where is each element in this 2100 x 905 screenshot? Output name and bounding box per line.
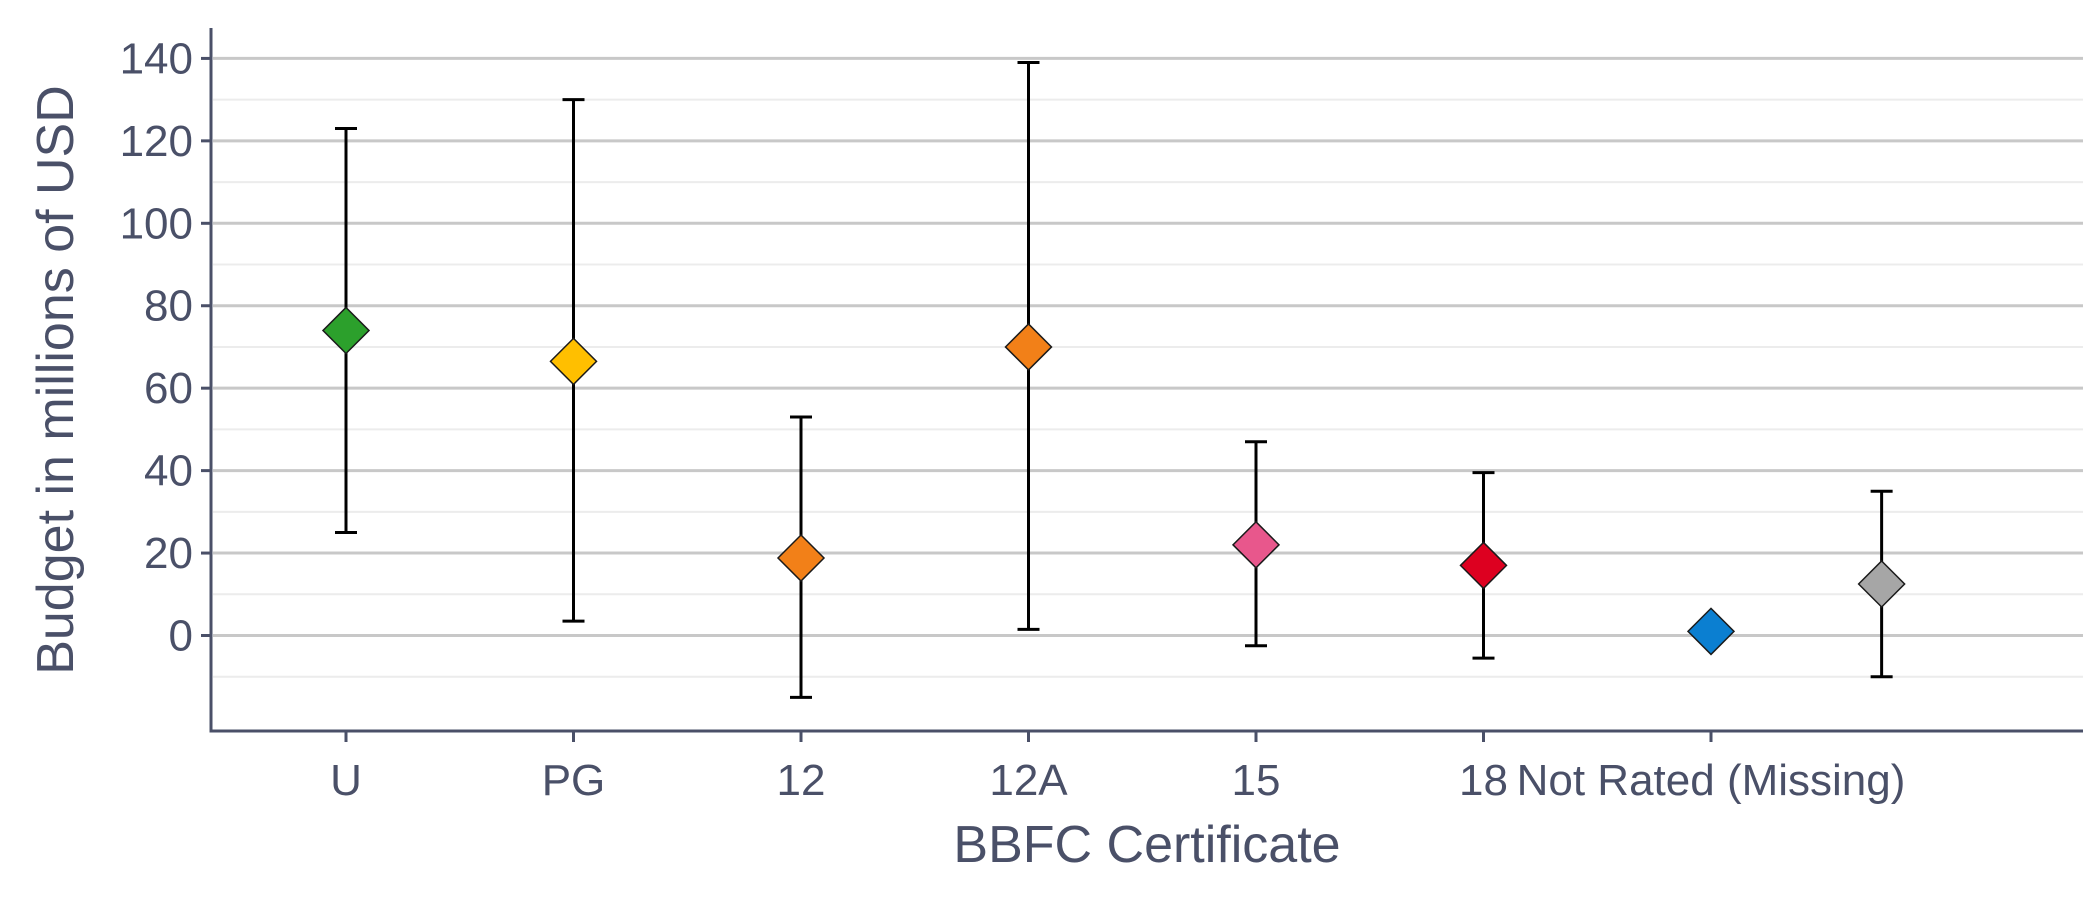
- minor-gridlines: [213, 98, 2083, 678]
- y-tick-label: 20: [144, 529, 193, 578]
- y-tick-label: 40: [144, 447, 193, 496]
- x-tick-label: Not Rated (Missing): [1517, 756, 1906, 805]
- mean-point: [1004, 322, 1053, 372]
- major-gridlines: [213, 56, 2083, 637]
- y-tick-label: 140: [120, 34, 193, 83]
- y-axis-title: Budget in millions of USD: [27, 85, 85, 675]
- mean-point: [1857, 559, 1906, 609]
- mean-point: [1686, 607, 1736, 656]
- y-ticks: 0 20 40 60 80 100 120 140: [120, 34, 211, 661]
- x-tick-label: PG: [542, 756, 606, 805]
- mean-point: [776, 533, 826, 583]
- data-points: [321, 306, 1906, 656]
- mean-point: [1459, 541, 1508, 590]
- mean-point: [1231, 520, 1281, 569]
- y-tick-label: 0: [169, 612, 193, 661]
- x-tick-label: 18: [1459, 756, 1508, 805]
- mean-point: [321, 306, 371, 355]
- y-tick-label: 60: [144, 364, 193, 413]
- x-axis-title: BBFC Certificate: [953, 816, 1340, 874]
- y-tick-label: 100: [120, 199, 193, 248]
- x-tick-label: 15: [1232, 756, 1281, 805]
- x-tick-label: 12: [777, 756, 826, 805]
- mean-point: [549, 337, 598, 386]
- x-tick-label: 12A: [989, 756, 1068, 805]
- axes: [209, 28, 2083, 733]
- x-tick-label: U: [330, 756, 362, 805]
- x-ticks: U PG 12 12A 15 18 Not Rated (Missing): [330, 731, 1905, 805]
- y-tick-label: 120: [120, 117, 193, 166]
- y-tick-label: 80: [144, 282, 193, 331]
